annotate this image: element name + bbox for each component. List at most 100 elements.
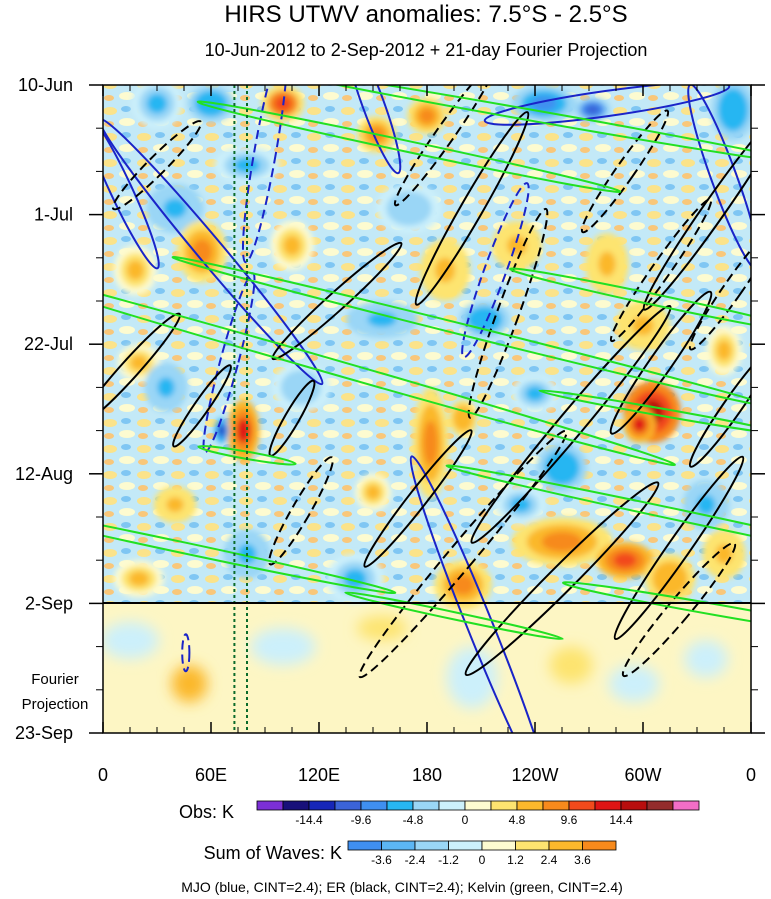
obs-anomaly-blob xyxy=(283,235,301,256)
colorbar-level-label: -14.4 xyxy=(295,813,323,827)
forecast-label-line1: Fourier xyxy=(31,671,79,688)
kelvin-solid-contour xyxy=(538,389,751,435)
obs-anomaly-blob xyxy=(716,340,732,361)
colorbar-swatch xyxy=(568,800,596,811)
chart-title: HIRS UTWV anomalies: 7.5°S - 2.5°S xyxy=(224,1,627,28)
mjo-solid-contour xyxy=(103,118,324,386)
x-tick-label: 120E xyxy=(298,765,340,785)
obs-anomaly-blob xyxy=(474,312,495,327)
colorbar-swatch xyxy=(490,800,518,811)
obs-anomaly-blob xyxy=(130,355,148,371)
er-solid-contour xyxy=(613,455,745,641)
kelvin-solid-contour xyxy=(103,259,676,467)
colorbar-swatch xyxy=(620,800,648,811)
er-solid-contour xyxy=(172,364,232,448)
footer-legend: MJO (blue, CINT=2.4); ER (black, CINT=2.… xyxy=(181,879,623,895)
projection-anomaly-blob xyxy=(250,628,316,666)
colorbar-swatch xyxy=(481,840,516,851)
y-tick-label: 12-Aug xyxy=(15,464,73,484)
projection-background xyxy=(103,603,751,733)
mjo-solid-contour xyxy=(483,85,731,126)
projection-anomaly-blob xyxy=(446,646,498,709)
x-tick-label: 0 xyxy=(98,765,108,785)
colorbar-swatch xyxy=(438,800,466,811)
obs-anomaly-blob xyxy=(365,484,381,500)
obs-anomaly-blob xyxy=(696,494,716,515)
kelvin-solid-contour xyxy=(344,591,564,641)
er-solid-contour xyxy=(414,111,530,306)
colorbar-swatch xyxy=(548,840,583,851)
obs-anomaly-blob xyxy=(451,575,475,595)
mjo-solid-contour xyxy=(103,110,160,270)
er-dashed-contour xyxy=(609,198,713,343)
projection-anomaly-blob xyxy=(171,665,208,703)
mjo-solid-contour xyxy=(687,85,751,272)
colorbar-swatch xyxy=(414,840,449,851)
projection-anomaly-blob xyxy=(608,665,660,703)
mjo-dashed-contour xyxy=(461,182,530,359)
obs-anomaly-blob xyxy=(419,108,435,124)
colorbar-swatch xyxy=(386,800,414,811)
chart-subtitle: 10-Jun-2012 to 2-Sep-2012 + 21-day Fouri… xyxy=(205,40,648,60)
obs-anomaly-blob xyxy=(613,552,637,568)
obs-anomaly-blob xyxy=(632,417,646,432)
kelvin-solid-contour xyxy=(509,267,751,335)
colorbar-swatch xyxy=(646,800,674,811)
obs-anomaly-blob xyxy=(525,386,545,401)
colorbar-swatch xyxy=(464,800,492,811)
kelvin-solid-contour xyxy=(103,501,397,595)
obs-anomaly-blob xyxy=(457,410,469,426)
colorbar-swatch xyxy=(672,800,700,811)
colorbar-swatch xyxy=(256,800,284,811)
y-tick-label: 10-Jun xyxy=(18,75,73,95)
colorbar-level-label: 4.8 xyxy=(509,813,526,827)
x-tick-label: 120W xyxy=(511,765,558,785)
y-tick-label: 22-Jul xyxy=(24,334,73,354)
colorbar-level-label: -9.6 xyxy=(351,813,372,827)
obs-anomaly-blob xyxy=(163,198,187,219)
obs-anomaly-blob xyxy=(236,418,250,443)
colorbar-swatch xyxy=(515,840,550,851)
colorbar-level-label: 0 xyxy=(479,853,486,867)
waves-colorbar: -3.6 -2.4 -1.2 0 1.2 2.4 3.6 xyxy=(347,840,617,867)
colorbar-level-label: -2.4 xyxy=(405,853,426,867)
er-dashed-contour xyxy=(268,456,334,566)
er-solid-contour xyxy=(271,241,403,361)
colorbar-level-label: 9.6 xyxy=(561,813,578,827)
obs-anomaly-blob xyxy=(126,260,145,281)
er-solid-contour xyxy=(464,481,660,677)
obs-anomaly-blob xyxy=(218,425,225,436)
colorbar-swatch xyxy=(582,840,617,851)
obs-anomaly-blob xyxy=(551,457,573,478)
er-dashed-contour xyxy=(580,109,670,234)
y-axis: 10-Jun 1-Jul 22-Jul 12-Aug 2-Sep 23-Sep xyxy=(15,75,765,743)
colorbar-level-label: 3.6 xyxy=(574,853,591,867)
wave-contours xyxy=(103,85,751,733)
y-tick-label: 23-Sep xyxy=(15,723,73,743)
obs-anomaly-blob xyxy=(506,235,528,256)
projection-anomaly-blob xyxy=(103,621,159,659)
reference-longitudes xyxy=(233,85,248,733)
obs-colorbar: -14.4 -9.6 -4.8 0 4.8 9.6 14.4 xyxy=(256,800,700,827)
colorbar-level-label: 1.2 xyxy=(507,853,524,867)
projection-anomaly-blob xyxy=(549,646,593,684)
obs-anomaly-blob xyxy=(724,97,742,123)
y-tick-label: 2-Sep xyxy=(25,593,73,613)
colorbar-swatch xyxy=(308,800,336,811)
colorbar-level-label: 14.4 xyxy=(609,813,633,827)
colorbar-level-label: -3.6 xyxy=(371,853,392,867)
colorbar-swatch xyxy=(516,800,544,811)
colorbar-level-label: -1.2 xyxy=(438,853,459,867)
obs-anomaly-blob xyxy=(343,568,367,589)
obs-anomaly-blob xyxy=(191,239,213,264)
projection-anomaly-blob xyxy=(356,615,408,641)
colorbar-swatch xyxy=(594,800,622,811)
obs-anomaly-blob xyxy=(423,420,438,466)
obs-colorbar-label: Obs: K xyxy=(179,802,234,822)
er-dashed-contour xyxy=(358,429,568,679)
obs-anomaly-blob xyxy=(289,377,313,398)
mjo-solid-contour xyxy=(409,455,553,733)
plot-area xyxy=(103,85,751,733)
kelvin-solid-contour xyxy=(445,464,751,570)
